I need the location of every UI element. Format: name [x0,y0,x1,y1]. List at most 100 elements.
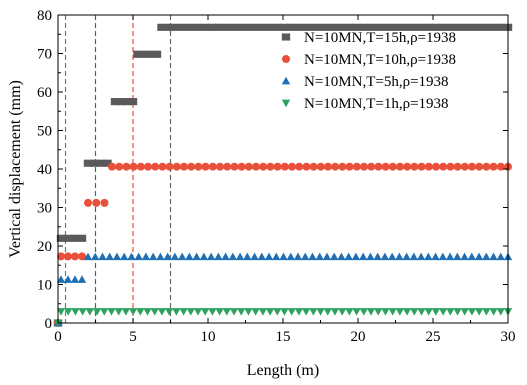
data-point [193,23,202,31]
data-point [56,308,66,316]
x-tick-label: 0 [54,329,62,345]
data-point [83,159,93,167]
legend-marker-1 [282,55,290,63]
data-point [78,252,86,261]
data-point [351,252,361,261]
data-point [288,162,296,171]
data-point [445,252,455,261]
data-point [373,252,382,261]
data-point [352,23,361,31]
data-point [179,308,188,316]
ticks-layer: 0 5 10 15 20 25 30 0 10 20 30 40 50 60 70 80 [37,8,516,345]
y-tick-label: 20 [37,239,52,255]
data-point [324,162,332,171]
data-point [439,162,448,171]
data-point [85,308,95,316]
data-point [417,162,426,171]
data-point [301,252,310,261]
data-point [279,252,288,261]
data-point [112,252,122,261]
data-point [107,308,116,316]
data-point [163,252,172,261]
data-point [374,162,383,171]
data-point [424,252,433,261]
data-point [453,252,462,261]
y-tick-label: 60 [37,85,52,101]
data-point [380,252,390,261]
data-point [116,98,126,106]
data-point [409,252,419,261]
data-point [216,162,224,171]
data-point [259,162,268,171]
data-point [388,308,397,316]
x-tick-label: 15 [276,329,291,345]
data-point [156,252,165,261]
data-point [467,252,476,261]
data-point [482,162,491,171]
data-point [294,308,304,316]
data-point [366,23,376,31]
data-point [70,275,80,283]
data-point [287,23,296,31]
data-point [164,308,174,316]
x-tick-label: 30 [501,329,516,345]
data-point [367,162,376,171]
x-axis-title: Length (m) [247,362,319,379]
y-tick-label: 0 [45,316,53,332]
data-point [243,252,252,261]
data-point [98,252,107,261]
data-point [331,162,340,171]
data-point [258,23,267,31]
data-point [424,23,433,31]
data-point [402,252,411,261]
series-3 [53,308,513,328]
data-point [468,162,476,171]
data-point [144,162,152,171]
data-point [482,308,491,316]
data-point [402,23,412,31]
x-tick-label: 10 [201,329,216,345]
data-point [496,162,505,171]
data-point [157,308,167,316]
data-point [257,252,266,261]
data-point [453,162,462,171]
data-point [489,308,498,316]
data-point [402,308,412,316]
data-point [146,50,155,58]
data-point [264,252,274,261]
data-point [396,162,404,171]
data-point [467,23,477,31]
data-point [446,308,455,316]
y-tick-label: 70 [37,47,52,63]
data-point [431,252,440,261]
data-point [272,252,281,261]
data-point [381,23,390,31]
data-point [489,162,498,171]
data-point [77,275,87,283]
data-point [100,198,109,207]
data-point [84,198,92,207]
data-point [280,23,289,31]
data-point [56,275,66,283]
data-point [221,252,230,261]
data-point [352,162,361,171]
data-point [344,252,353,261]
data-point [417,23,426,31]
data-point [381,308,390,316]
data-point [496,252,505,261]
data-point [366,308,376,316]
data-point [330,23,339,31]
data-point [309,308,318,316]
data-point [122,162,131,171]
legend-marker-0 [281,33,291,41]
data-point [403,162,412,171]
data-point [90,159,99,167]
data-point [467,308,477,316]
legend-label-1: N=10MN,T=10h,ρ=1938 [304,52,456,68]
data-point [157,23,166,31]
data-point [136,162,145,171]
data-point [482,252,491,261]
data-point [134,252,143,261]
data-point [222,308,232,316]
data-point [374,308,383,316]
